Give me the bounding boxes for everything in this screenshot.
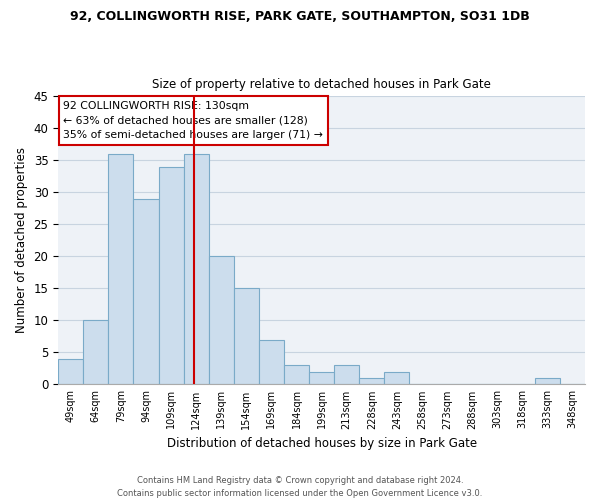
Bar xyxy=(209,256,234,384)
Text: 92, COLLINGWORTH RISE, PARK GATE, SOUTHAMPTON, SO31 1DB: 92, COLLINGWORTH RISE, PARK GATE, SOUTHA… xyxy=(70,10,530,23)
X-axis label: Distribution of detached houses by size in Park Gate: Distribution of detached houses by size … xyxy=(167,437,476,450)
Text: 92 COLLINGWORTH RISE: 130sqm
← 63% of detached houses are smaller (128)
35% of s: 92 COLLINGWORTH RISE: 130sqm ← 63% of de… xyxy=(64,100,323,140)
Bar xyxy=(359,378,384,384)
Text: Contains HM Land Registry data © Crown copyright and database right 2024.
Contai: Contains HM Land Registry data © Crown c… xyxy=(118,476,482,498)
Bar xyxy=(158,167,184,384)
Y-axis label: Number of detached properties: Number of detached properties xyxy=(15,148,28,334)
Bar xyxy=(535,378,560,384)
Bar xyxy=(259,340,284,384)
Bar xyxy=(184,154,209,384)
Bar xyxy=(83,320,109,384)
Bar xyxy=(309,372,334,384)
Bar xyxy=(133,199,158,384)
Bar xyxy=(109,154,133,384)
Bar xyxy=(234,288,259,384)
Bar xyxy=(334,365,359,384)
Bar xyxy=(384,372,409,384)
Bar xyxy=(58,359,83,384)
Title: Size of property relative to detached houses in Park Gate: Size of property relative to detached ho… xyxy=(152,78,491,91)
Bar xyxy=(284,365,309,384)
